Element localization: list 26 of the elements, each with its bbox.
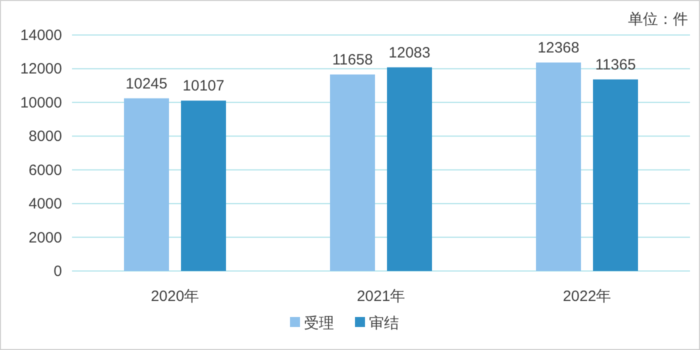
y-tick-label: 14000 xyxy=(20,27,62,44)
y-tick-label: 6000 xyxy=(28,162,62,179)
legend-label: 审结 xyxy=(369,315,399,332)
y-tick-label: 12000 xyxy=(20,60,62,78)
x-tick-label: 2021年 xyxy=(356,288,406,305)
y-tick-label: 4000 xyxy=(28,196,62,213)
bar xyxy=(330,74,375,271)
bar xyxy=(181,100,226,271)
data-label: 12368 xyxy=(538,40,580,57)
bar xyxy=(536,62,581,271)
data-label: 12083 xyxy=(388,44,430,62)
y-tick-label: 0 xyxy=(54,263,62,280)
bar xyxy=(387,67,432,271)
bar xyxy=(124,98,169,271)
y-tick-label: 8000 xyxy=(28,128,62,146)
x-tick-label: 2022年 xyxy=(562,288,612,305)
x-tick-label: 2020年 xyxy=(150,288,200,305)
legend-label: 受理 xyxy=(304,315,334,332)
y-tick-label: 10000 xyxy=(20,94,62,112)
data-label: 11658 xyxy=(332,51,373,68)
y-tick-label: 2000 xyxy=(28,229,62,246)
data-label: 10107 xyxy=(182,78,224,95)
data-label: 10245 xyxy=(126,75,168,92)
text: 单位：件 xyxy=(628,11,688,28)
data-label: 11365 xyxy=(595,56,636,74)
bar xyxy=(593,79,638,271)
